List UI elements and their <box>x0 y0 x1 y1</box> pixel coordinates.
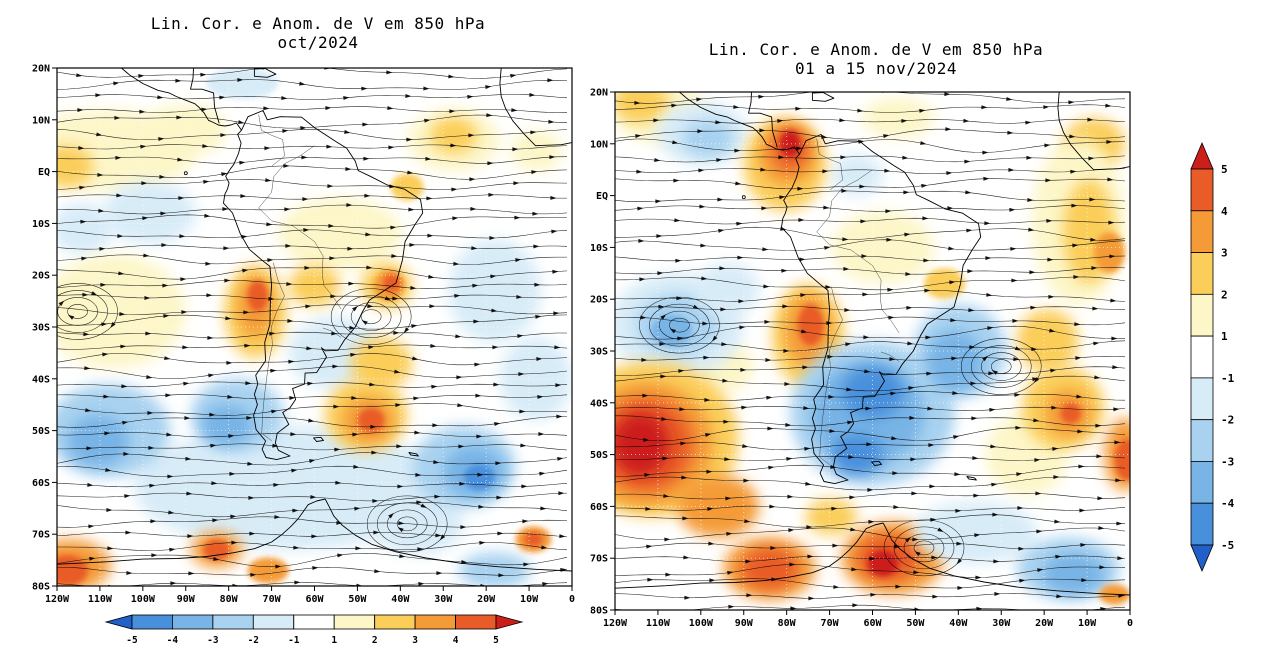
coastlines-layer <box>615 92 1130 596</box>
svg-text:-1: -1 <box>1221 372 1235 385</box>
svg-text:3: 3 <box>1221 247 1228 260</box>
svg-text:110W: 110W <box>646 618 671 629</box>
svg-text:20N: 20N <box>590 88 608 99</box>
svg-text:-5: -5 <box>126 635 138 646</box>
stream-arrows-layer <box>58 68 567 586</box>
svg-text:-2: -2 <box>248 635 259 646</box>
svg-text:-2: -2 <box>1221 414 1234 427</box>
svg-text:80S: 80S <box>590 606 608 617</box>
svg-text:30S: 30S <box>32 323 50 334</box>
svg-text:70S: 70S <box>32 530 50 541</box>
svg-text:40S: 40S <box>590 398 608 409</box>
svg-text:10N: 10N <box>590 139 608 150</box>
svg-text:20W: 20W <box>1035 618 1054 629</box>
svg-text:80W: 80W <box>220 594 239 605</box>
svg-text:10W: 10W <box>520 594 539 605</box>
svg-text:0: 0 <box>1127 618 1133 629</box>
svg-text:40W: 40W <box>391 594 410 605</box>
svg-text:80W: 80W <box>778 618 797 629</box>
right-panel-title: Lin. Cor. e Anom. de V em 850 hPa 01 a 1… <box>618 40 1134 78</box>
svg-text:3: 3 <box>412 635 418 646</box>
svg-text:-4: -4 <box>1221 497 1235 510</box>
svg-text:90W: 90W <box>735 618 754 629</box>
svg-text:60W: 60W <box>305 594 324 605</box>
svg-text:40W: 40W <box>949 618 968 629</box>
left-panel-title-line2: oct/2024 <box>277 33 359 52</box>
svg-text:-3: -3 <box>1221 455 1234 468</box>
svg-text:10S: 10S <box>590 243 608 254</box>
svg-text:2: 2 <box>372 635 378 646</box>
svg-text:90W: 90W <box>177 594 196 605</box>
svg-text:70W: 70W <box>821 618 840 629</box>
left-panel-title: Lin. Cor. e Anom. de V em 850 hPa oct/20… <box>60 14 576 52</box>
horizontal-colorbar: -5 -4 -3 -2 -1 1 2 3 4 5 <box>104 614 524 646</box>
country-borders-layer <box>816 138 900 466</box>
svg-text:100W: 100W <box>131 594 156 605</box>
svg-text:-5: -5 <box>1221 539 1234 552</box>
svg-text:50S: 50S <box>32 426 50 437</box>
svg-text:60S: 60S <box>590 502 608 513</box>
svg-text:30W: 30W <box>434 594 453 605</box>
svg-text:-3: -3 <box>207 635 219 646</box>
map-content <box>57 68 572 586</box>
svg-text:10N: 10N <box>32 115 50 126</box>
svg-text:EQ: EQ <box>596 191 608 202</box>
svg-text:50W: 50W <box>906 618 925 629</box>
right-panel-title-line1: Lin. Cor. e Anom. de V em 850 hPa <box>708 40 1044 59</box>
svg-text:EQ: EQ <box>38 167 50 178</box>
svg-text:-4: -4 <box>167 635 179 646</box>
anomaly-shading-layer <box>57 68 572 586</box>
svg-text:2: 2 <box>1221 288 1228 301</box>
vertical-colorbar: 5 4 3 2 1 -1 -2 -3 -4 -5 <box>1190 141 1235 573</box>
svg-text:20S: 20S <box>590 295 608 306</box>
svg-text:50W: 50W <box>348 594 367 605</box>
svg-text:60S: 60S <box>32 478 50 489</box>
svg-text:4: 4 <box>1221 205 1228 218</box>
left-panel-title-line1: Lin. Cor. e Anom. de V em 850 hPa <box>150 14 486 33</box>
svg-text:70S: 70S <box>590 554 608 565</box>
country-borders-layer <box>258 114 342 442</box>
svg-text:10W: 10W <box>1078 618 1097 629</box>
svg-text:120W: 120W <box>603 618 628 629</box>
svg-text:50S: 50S <box>590 450 608 461</box>
map-content <box>615 92 1130 610</box>
svg-text:5: 5 <box>493 635 499 646</box>
svg-text:20N: 20N <box>32 64 50 75</box>
svg-text:70W: 70W <box>263 594 282 605</box>
svg-text:5: 5 <box>1221 163 1228 176</box>
svg-text:40S: 40S <box>32 374 50 385</box>
svg-text:80S: 80S <box>32 582 50 593</box>
svg-text:30S: 30S <box>590 347 608 358</box>
svg-text:1: 1 <box>331 635 337 646</box>
svg-text:60W: 60W <box>863 618 882 629</box>
svg-text:30W: 30W <box>992 618 1011 629</box>
right-panel-title-line2: 01 a 15 nov/2024 <box>794 59 958 78</box>
svg-text:120W: 120W <box>45 594 70 605</box>
svg-text:4: 4 <box>453 635 459 646</box>
svg-text:0: 0 <box>569 594 575 605</box>
coastlines-layer <box>57 68 572 572</box>
svg-text:10S: 10S <box>32 219 50 230</box>
svg-text:110W: 110W <box>88 594 113 605</box>
stream-arrows-layer <box>634 92 1125 610</box>
svg-text:-1: -1 <box>288 635 300 646</box>
svg-text:100W: 100W <box>689 618 714 629</box>
svg-text:20S: 20S <box>32 271 50 282</box>
svg-text:20W: 20W <box>477 594 496 605</box>
svg-text:1: 1 <box>1221 330 1228 343</box>
